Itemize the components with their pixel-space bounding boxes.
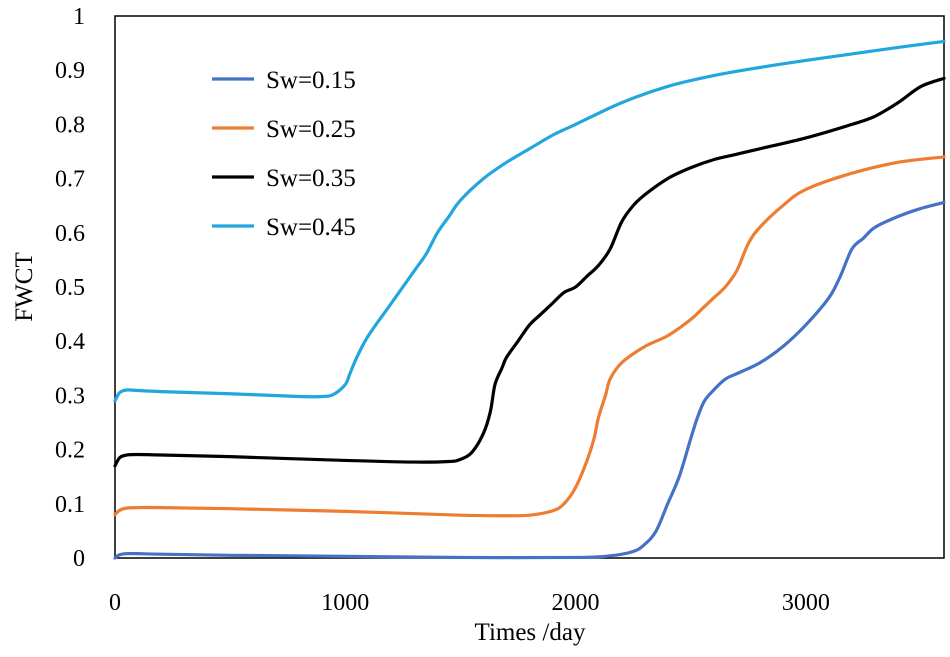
y-tick-label: 0.6 bbox=[55, 221, 85, 247]
y-axis-ticks: 0 0.1 0.2 0.3 0.4 0.5 0.6 0.7 0.8 0.9 1 bbox=[55, 4, 85, 572]
y-tick-label: 0.9 bbox=[55, 58, 85, 84]
y-tick-label: 0.2 bbox=[55, 438, 85, 464]
x-tick-label: 0 bbox=[109, 590, 121, 616]
x-axis-ticks: 0 1000 2000 3000 bbox=[109, 590, 830, 616]
series-line-4 bbox=[113, 39, 946, 403]
legend: Sw=0.15 Sw=0.25 Sw=0.35 Sw=0.45 bbox=[212, 67, 356, 241]
series-line-1 bbox=[113, 200, 946, 560]
series-layer bbox=[113, 39, 946, 560]
y-tick-label: 0.7 bbox=[55, 167, 85, 193]
y-tick-label: 0.1 bbox=[55, 492, 85, 518]
legend-label-4: Sw=0.45 bbox=[266, 214, 356, 241]
legend-label-1: Sw=0.15 bbox=[266, 67, 356, 94]
series-line-3 bbox=[113, 76, 946, 468]
series-line-2 bbox=[113, 155, 946, 518]
x-tick-label: 3000 bbox=[782, 590, 830, 616]
y-axis-title: FWCT bbox=[11, 252, 38, 321]
legend-label-2: Sw=0.25 bbox=[266, 116, 356, 143]
y-tick-label: 0.3 bbox=[55, 383, 85, 409]
y-tick-label: 0.8 bbox=[55, 112, 85, 138]
y-tick-label: 0.5 bbox=[55, 275, 85, 301]
x-tick-label: 2000 bbox=[552, 590, 600, 616]
y-tick-label: 0.4 bbox=[55, 329, 85, 355]
y-tick-label: 1 bbox=[73, 4, 85, 30]
x-axis-title: Times /day bbox=[475, 619, 586, 646]
y-tick-label: 0 bbox=[73, 546, 85, 572]
legend-label-3: Sw=0.35 bbox=[266, 165, 356, 192]
x-tick-label: 1000 bbox=[321, 590, 369, 616]
